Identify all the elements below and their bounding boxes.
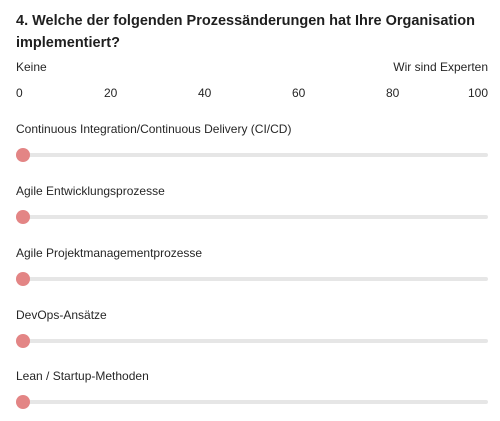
tick-label-60: 60 [292, 86, 306, 100]
slider-item-agile-project-management: Agile Projektmanagementprozesse [0, 246, 500, 296]
slider-label: Lean / Startup-Methoden [16, 369, 149, 383]
slider-label: DevOps-Ansätze [16, 308, 107, 322]
slider-track [16, 153, 488, 157]
rating-slider[interactable] [16, 272, 488, 286]
slider-label: Agile Projektmanagementprozesse [16, 246, 203, 260]
slider-item-cicd: Continuous Integration/Continuous Delive… [0, 122, 500, 172]
rating-slider[interactable] [16, 334, 488, 348]
tick-label-80: 80 [386, 86, 400, 100]
slider-track [16, 277, 488, 281]
rating-slider[interactable] [16, 210, 488, 224]
tick-label-20: 20 [104, 86, 118, 100]
scale-min-label: Keine [16, 60, 47, 74]
tick-label-0: 0 [16, 86, 23, 100]
question-title: 4. Welche der folgenden Prozessänderunge… [16, 13, 475, 51]
slider-track [16, 339, 488, 343]
slider-thumb[interactable] [16, 210, 30, 224]
slider-thumb[interactable] [16, 272, 30, 286]
scale-max-label: Wir sind Experten [393, 60, 488, 74]
scale-tick-labels: 0 20 40 60 80 100 [0, 86, 500, 102]
slider-label: Continuous Integration/Continuous Delive… [16, 122, 292, 136]
slider-track [16, 215, 488, 219]
tick-label-100: 100 [468, 86, 489, 100]
slider-item-agile-development: Agile Entwicklungsprozesse [0, 184, 500, 234]
rating-slider[interactable] [16, 148, 488, 162]
slider-label: Agile Entwicklungsprozesse [16, 184, 165, 198]
slider-item-devops: DevOps-Ansätze [0, 308, 500, 358]
slider-thumb[interactable] [16, 148, 30, 162]
scale-anchor-labels: Keine Wir sind Experten [16, 60, 488, 76]
slider-item-lean-startup: Lean / Startup-Methoden [0, 369, 500, 419]
rating-slider[interactable] [16, 395, 488, 409]
tick-label-40: 40 [198, 86, 212, 100]
slider-thumb[interactable] [16, 395, 30, 409]
slider-thumb[interactable] [16, 334, 30, 348]
slider-track [16, 400, 488, 404]
